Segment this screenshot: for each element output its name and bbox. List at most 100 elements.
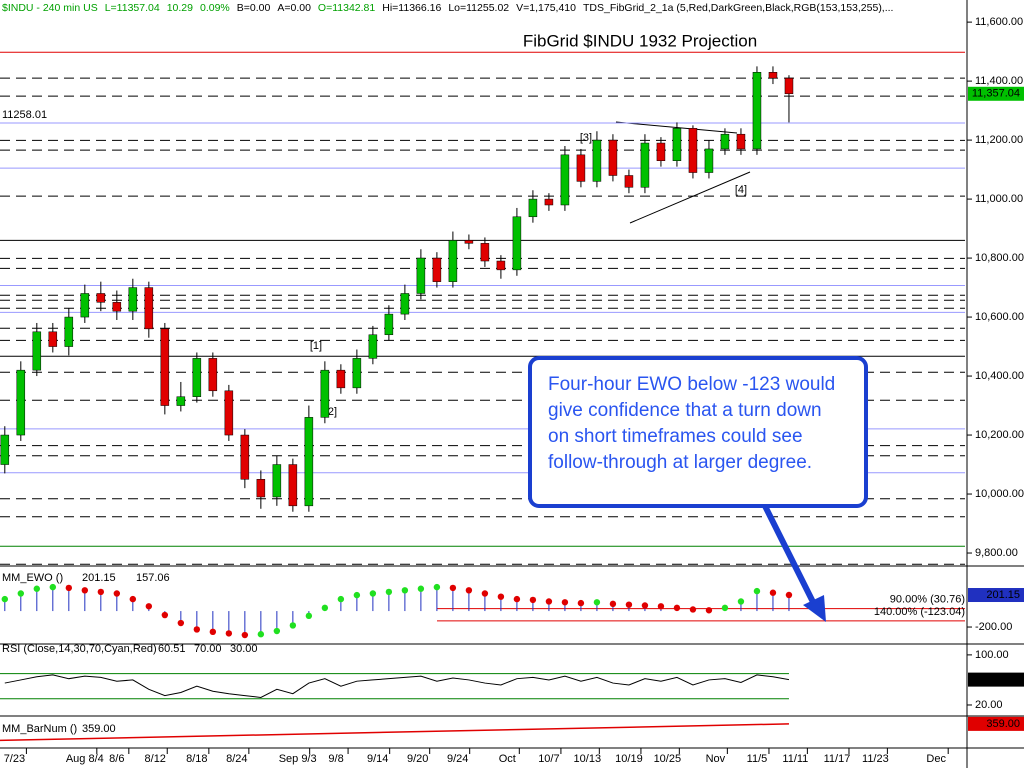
indicator-reading: 30.00: [230, 643, 258, 655]
header-item: V=1,175,410: [516, 2, 576, 14]
indicator-name: MM_BarNum (): [2, 723, 77, 735]
ewo-dot: [465, 587, 473, 594]
candle-body: [240, 434, 250, 480]
callout-line: give confidence that a turn down: [548, 400, 822, 421]
ewo-dot: [97, 588, 105, 596]
ewo-dot: [593, 599, 601, 606]
callout-line: follow-through at larger degree.: [548, 452, 812, 473]
ewo-dot: [209, 628, 217, 636]
ewo-dot: [369, 590, 377, 597]
x-tick-label: 11/11: [782, 753, 808, 765]
candle-body: [528, 198, 538, 218]
candle-body: [656, 142, 666, 161]
x-tick-label: 11/5: [747, 753, 768, 765]
candle-body: [320, 369, 330, 418]
ewo-dot: [49, 583, 57, 591]
ewo-dot: [305, 612, 313, 620]
y-tick-label: 9,800.00: [975, 547, 1018, 559]
ewo-dot: [641, 602, 649, 609]
chart-title: FibGrid $INDU 1932 Projection: [523, 31, 757, 50]
last-value-box: [968, 588, 1024, 603]
candle-body: [464, 240, 474, 244]
ewo-dot: [753, 587, 761, 595]
ewo-dot: [81, 587, 89, 594]
candle-body: [784, 77, 794, 95]
header-item: 10.29: [167, 2, 193, 14]
x-tick-label: 9/14: [367, 753, 388, 765]
candle-body: [480, 243, 490, 262]
header-item: O=11342.81: [318, 2, 375, 14]
candle-body: [352, 358, 362, 389]
y-tick-label: 10,400.00: [975, 370, 1024, 382]
x-tick-label: 9/24: [447, 753, 468, 765]
x-tick-label: 9/8: [328, 753, 343, 765]
x-tick-label: Nov: [706, 753, 726, 765]
candle-body: [224, 390, 234, 436]
candle-body: [32, 331, 42, 371]
candle-body: [160, 328, 170, 406]
candle-body: [256, 479, 266, 498]
ewo-dot: [625, 601, 633, 608]
candle-body: [288, 464, 298, 507]
ewo-dot: [657, 603, 665, 610]
ewo-dot: [609, 600, 617, 608]
y-tick-label: 11,400.00: [975, 75, 1023, 87]
ewo-dot: [385, 588, 393, 596]
ewo-dot: [513, 595, 521, 603]
barnum-line: [0, 723, 789, 742]
fib-level-label: 11258.01: [2, 109, 47, 121]
ewo-dot: [241, 631, 249, 639]
ewo-dot: [529, 596, 537, 604]
ewo-dot: [449, 584, 457, 592]
x-tick-label: 8/12: [145, 753, 166, 765]
indicator-reading: 70.00: [194, 643, 222, 655]
wave-label: [1]: [310, 340, 322, 352]
candle-body: [192, 358, 202, 397]
x-tick-label: 11/17: [824, 753, 851, 765]
last-value-box: [968, 716, 1024, 731]
candle-body: [624, 175, 634, 188]
y-tick-label: -200.00: [975, 621, 1012, 633]
ewo-dot: [65, 584, 73, 592]
indicator-reading: 157.06: [136, 572, 170, 584]
candle-body: [592, 139, 602, 182]
x-tick-label: 11/23: [862, 753, 889, 765]
last-value-box: [968, 86, 1024, 101]
header-item: L=11357.04: [105, 2, 160, 14]
ewo-dot: [17, 590, 25, 597]
ewo-dot: [577, 599, 585, 607]
ewo-dot: [161, 611, 169, 619]
candle-body: [704, 148, 714, 173]
candle-body: [720, 133, 730, 150]
candle-body: [736, 133, 746, 150]
candle-body: [608, 139, 618, 176]
x-tick-label: Dec: [926, 753, 946, 765]
last-value-box: [968, 672, 1024, 687]
candle-body: [0, 434, 10, 465]
x-tick-label: 7/23: [4, 753, 25, 765]
header-item: $INDU - 240 min US: [2, 2, 98, 14]
x-tick-label: 10/13: [574, 753, 602, 765]
wave-label: [4]: [735, 184, 747, 196]
header-item: B=0.00: [237, 2, 271, 14]
candle-body: [144, 287, 154, 330]
x-tick-label: 8/24: [226, 753, 247, 765]
y-tick-label: 10,600.00: [975, 311, 1024, 323]
candle-body: [208, 358, 218, 392]
y-tick-label: 10,200.00: [975, 429, 1024, 441]
callout-line: on short timeframes could see: [548, 426, 803, 447]
candle-body: [512, 216, 522, 271]
y-tick-label: 100.00: [975, 649, 1009, 661]
ewo-dot: [33, 585, 41, 592]
ewo-dot: [673, 604, 681, 612]
ewo-dot: [721, 604, 729, 612]
ewo-fib-label: 90.00% (30.76): [890, 594, 965, 606]
ewo-dot: [273, 627, 281, 635]
y-tick-label: 20.00: [975, 699, 1003, 711]
ewo-dot: [321, 604, 329, 612]
candle-body: [368, 334, 378, 359]
triangle-lower: [629, 171, 751, 224]
ewo-dot: [113, 590, 121, 597]
candle-body: [400, 293, 410, 315]
